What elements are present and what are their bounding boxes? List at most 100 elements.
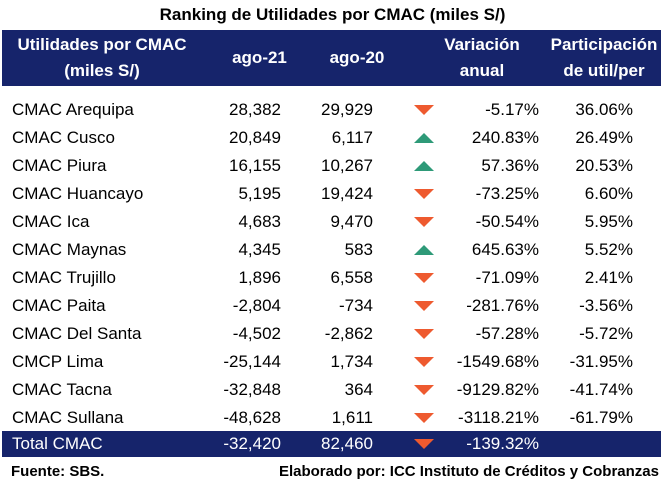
value-ago20: 583 <box>344 240 373 259</box>
share-value: 2.41% <box>584 268 633 287</box>
value-ago21: 5,195 <box>238 184 281 203</box>
table-body: CMAC Arequipa 28,382 29,929 -5.17% 36.06% CMA… <box>2 96 661 432</box>
header-share: Participación de util/per <box>542 30 665 86</box>
table-row: CMCP Lima -25,144 1,734 -1549.68% -31.95% <box>2 348 661 376</box>
entity-name: CMAC Huancayo <box>12 184 144 203</box>
variation-value: -9129.82% <box>456 380 539 399</box>
header-variation-line2: anual <box>459 61 505 80</box>
entity-name: CMCP Lima <box>12 352 104 371</box>
variation-value: -50.54% <box>475 212 539 231</box>
header-entity: Utilidades por CMAC (miles S/) <box>2 30 202 86</box>
table-row: CMAC Maynas 4,345 583 645.63% 5.52% <box>2 236 661 264</box>
triangle-down-icon <box>412 180 436 208</box>
value-ago20: -734 <box>338 296 373 315</box>
header-ago21-label: ago-21 <box>232 48 287 67</box>
header-ago20-label: ago-20 <box>329 48 385 67</box>
triangle-up-icon <box>412 124 436 152</box>
table-footer: Fuente: SBS. Elaborado por: ICC Institut… <box>0 460 665 484</box>
variation-value: 57.36% <box>481 156 539 175</box>
share-value: 20.53% <box>575 156 633 175</box>
variation-value: -5.17% <box>485 100 539 119</box>
value-ago20: 19,424 <box>321 184 373 203</box>
value-ago20: 6,117 <box>331 128 373 147</box>
triangle-down-icon <box>412 96 436 124</box>
value-ago21: -2,804 <box>232 296 281 315</box>
header-variation: Variación anual <box>412 30 552 86</box>
entity-name: CMAC Del Santa <box>12 324 142 343</box>
variation-value: -1549.68% <box>456 352 539 371</box>
header-variation-line1: Variación <box>444 35 520 54</box>
share-value: -5.72% <box>579 324 633 343</box>
header-ago20: ago-20 <box>307 30 407 86</box>
table-row: CMAC Sullana -48,628 1,611 -3118.21% -61.79% <box>2 404 661 432</box>
total-ago21: -32,420 <box>223 434 281 453</box>
entity-name: CMAC Paita <box>12 296 106 315</box>
value-ago21: -48,628 <box>223 408 281 427</box>
table-row: CMAC Arequipa 28,382 29,929 -5.17% 36.06% <box>2 96 661 124</box>
header-share-line1: Participación <box>550 35 658 54</box>
table-header: Utilidades por CMAC (miles S/) ago-21 ag… <box>2 30 661 86</box>
triangle-down-icon <box>412 292 436 320</box>
value-ago21: 1,896 <box>238 268 281 287</box>
triangle-up-icon <box>412 152 436 180</box>
value-ago21: -32,848 <box>223 380 281 399</box>
entity-name: CMAC Maynas <box>12 240 127 259</box>
author-note: Elaborado por: ICC Instituto de Créditos… <box>278 463 659 480</box>
table-title: Ranking de Utilidades por CMAC (miles S/… <box>159 5 506 24</box>
triangle-down-icon <box>412 208 436 236</box>
entity-name: CMAC Ica <box>12 212 90 231</box>
value-ago20: 29,929 <box>321 100 373 119</box>
value-ago21: -25,144 <box>223 352 281 371</box>
entity-name: CMAC Trujillo <box>12 268 116 287</box>
total-row: Total CMAC -32,420 82,460 -139.32% <box>2 431 661 457</box>
table-row: CMAC Cusco 20,849 6,117 240.83% 26.49% <box>2 124 661 152</box>
value-ago20: 6,558 <box>330 268 373 287</box>
header-entity-line1: Utilidades por CMAC <box>17 35 187 54</box>
table-row: CMAC Piura 16,155 10,267 57.36% 20.53% <box>2 152 661 180</box>
variation-value: -71.09% <box>475 268 539 287</box>
table-row: CMAC Paita -2,804 -734 -281.76% -3.56% <box>2 292 661 320</box>
source-note: Fuente: SBS. <box>11 463 105 480</box>
value-ago20: 9,470 <box>330 212 373 231</box>
entity-name: CMAC Piura <box>12 156 107 175</box>
triangle-down-icon <box>412 376 436 404</box>
value-ago21: 4,683 <box>238 212 281 231</box>
variation-value: 645.63% <box>471 240 539 259</box>
header-ago21: ago-21 <box>212 30 307 86</box>
share-value: 26.49% <box>575 128 633 147</box>
triangle-down-icon <box>412 264 436 292</box>
triangle-down-icon <box>412 320 436 348</box>
value-ago21: 4,345 <box>238 240 281 259</box>
share-value: 5.52% <box>584 240 633 259</box>
variation-value: -3118.21% <box>458 408 539 427</box>
triangle-down-icon <box>412 404 436 432</box>
share-value: -61.79% <box>569 408 633 427</box>
entity-name: CMAC Sullana <box>12 408 124 427</box>
table-row: CMAC Tacna -32,848 364 -9129.82% -41.74% <box>2 376 661 404</box>
share-value: 6.60% <box>584 184 633 203</box>
table-row: CMAC Huancayo 5,195 19,424 -73.25% 6.60% <box>2 180 661 208</box>
share-value: 36.06% <box>575 100 633 119</box>
variation-value: -73.25% <box>475 184 539 203</box>
value-ago21: 16,155 <box>229 156 281 175</box>
header-entity-line2: (miles S/) <box>64 61 140 80</box>
triangle-down-icon <box>412 348 436 376</box>
value-ago21: 20,849 <box>229 128 281 147</box>
total-trend-icon <box>412 431 436 457</box>
entity-name: CMAC Tacna <box>12 380 112 399</box>
variation-value: -57.28% <box>475 324 539 343</box>
table-row: CMAC Del Santa -4,502 -2,862 -57.28% -5.72% <box>2 320 661 348</box>
share-value: -41.74% <box>569 380 633 399</box>
entity-name: CMAC Arequipa <box>12 100 134 119</box>
share-value: -3.56% <box>579 296 633 315</box>
entity-name: CMAC Cusco <box>12 128 115 147</box>
share-value: 5.95% <box>584 212 633 231</box>
table-row: CMAC Trujillo 1,896 6,558 -71.09% 2.41% <box>2 264 661 292</box>
variation-value: 240.83% <box>471 128 539 147</box>
total-variation: -139.32% <box>466 434 539 453</box>
variation-value: -281.76% <box>466 296 539 315</box>
value-ago20: 1,734 <box>330 352 373 371</box>
total-label: Total CMAC <box>12 434 103 453</box>
value-ago20: -2,862 <box>324 324 373 343</box>
value-ago21: 28,382 <box>229 100 281 119</box>
